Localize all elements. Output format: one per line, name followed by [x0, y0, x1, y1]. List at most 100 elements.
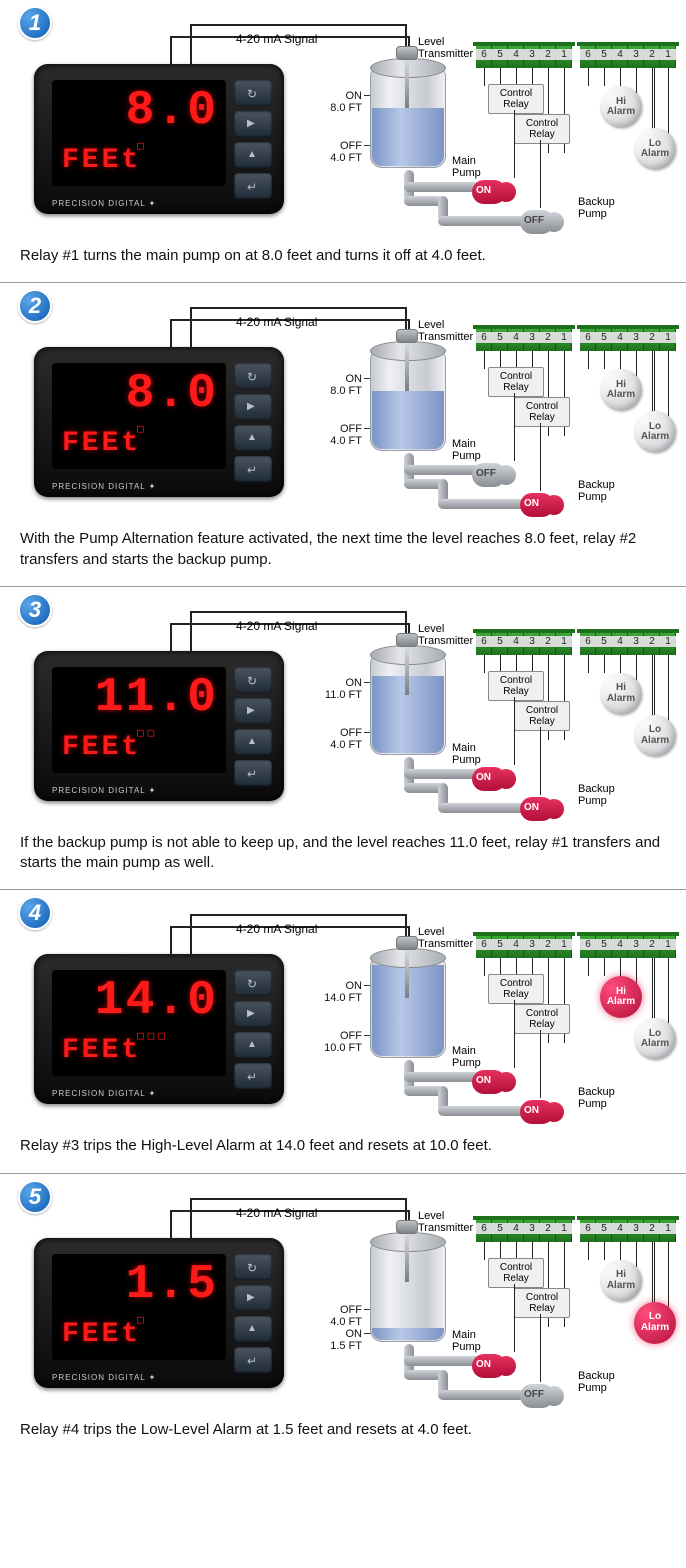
meter-screen: 14.0 FEEt □□□	[52, 970, 226, 1076]
terminal-cell: 3	[524, 329, 540, 351]
lo-alarm: LoAlarm	[634, 1018, 676, 1060]
digital-meter: 1.5 FEEt □ PRECISION DIGITAL ✦	[34, 1238, 284, 1388]
menu-button[interactable]	[234, 80, 272, 106]
relay-wire	[540, 423, 541, 491]
terminal-number: 3	[524, 939, 540, 950]
hi-alarm: HiAlarm	[600, 673, 642, 715]
terminal-wire	[484, 68, 485, 86]
terminal-number: 1	[556, 1223, 572, 1234]
terminal-cell: 2	[644, 329, 660, 351]
main-pump-state: ON	[476, 772, 491, 783]
pump-ring	[496, 182, 516, 202]
terminal-cell: 4	[508, 329, 524, 351]
terminal-block: 654321	[580, 633, 676, 655]
right-button[interactable]	[234, 1001, 272, 1027]
main-pump: ON	[472, 180, 520, 204]
control-relay-2: ControlRelay	[514, 701, 570, 731]
main-pump: ON	[472, 1354, 520, 1378]
terminal-cell: 4	[612, 936, 628, 958]
terminal-cell: 5	[492, 633, 508, 655]
terminal-number: 1	[556, 636, 572, 647]
pump-ring	[496, 1356, 516, 1376]
terminal-number: 6	[476, 939, 492, 950]
terminal-cell: 2	[644, 46, 660, 68]
lo-alarm: LoAlarm	[634, 128, 676, 170]
enter-button[interactable]	[234, 1063, 272, 1089]
terminal-cell: 1	[556, 633, 572, 655]
meter-reading: 8.0	[126, 367, 218, 421]
transmitter-cap	[396, 633, 418, 647]
transmitter-rod	[405, 647, 409, 695]
meter-reading: 1.5	[126, 1258, 218, 1312]
control-relay-2: ControlRelay	[514, 1288, 570, 1318]
relay-wire	[540, 1314, 541, 1382]
signal-wire	[408, 36, 410, 46]
right-button[interactable]	[234, 394, 272, 420]
caption: If the backup pump is not able to keep u…	[20, 827, 666, 878]
on-level-label: ON11.0 FT	[318, 677, 362, 701]
terminal-number: 6	[580, 332, 596, 343]
terminal-cell: 6	[476, 1220, 492, 1242]
terminal-block: 654321	[580, 329, 676, 351]
on-level-label: ON8.0 FT	[318, 90, 362, 114]
terminal-cell: 5	[596, 936, 612, 958]
signal-label: 4-20 mA Signal	[236, 1206, 317, 1220]
main-pump-label: MainPump	[452, 155, 481, 179]
right-button[interactable]	[234, 111, 272, 137]
menu-button[interactable]	[234, 1254, 272, 1280]
relay-wire	[514, 697, 515, 765]
terminal-number: 5	[492, 636, 508, 647]
menu-button[interactable]	[234, 970, 272, 996]
brand-label: PRECISION DIGITAL ✦	[52, 1089, 156, 1098]
meter-buttons	[234, 80, 274, 204]
up-button[interactable]	[234, 1316, 272, 1342]
pump-ring	[544, 799, 564, 819]
pump-ring	[544, 1102, 564, 1122]
control-relay-1: ControlRelay	[488, 671, 544, 701]
terminal-wire	[588, 1242, 589, 1260]
backup-pump: ON	[520, 493, 568, 517]
enter-button[interactable]	[234, 173, 272, 199]
backup-pump-state: ON	[524, 1105, 539, 1116]
caption: Relay #3 trips the High-Level Alarm at 1…	[20, 1130, 666, 1160]
relay-wire	[514, 110, 515, 178]
signal-label: 4-20 mA Signal	[236, 619, 317, 633]
backup-pump-body: ON	[520, 1100, 554, 1124]
terminal-cell: 6	[580, 633, 596, 655]
terminal-block: 654321	[476, 936, 572, 958]
signal-label: 4-20 mA Signal	[236, 32, 317, 46]
signal-wire	[190, 24, 405, 26]
right-button[interactable]	[234, 1285, 272, 1311]
main-pump: OFF	[472, 463, 520, 487]
up-button[interactable]	[234, 425, 272, 451]
terminal-number: 2	[644, 636, 660, 647]
transmitter-label: LevelTransmitter	[418, 926, 473, 950]
terminal-cell: 1	[556, 936, 572, 958]
meter-indicators: □□□	[137, 1029, 169, 1042]
signal-wire	[190, 914, 405, 916]
enter-button[interactable]	[234, 456, 272, 482]
meter-indicators: □□	[137, 726, 158, 739]
menu-button[interactable]	[234, 363, 272, 389]
up-button[interactable]	[234, 142, 272, 168]
transmitter-cap	[396, 1220, 418, 1234]
alarm-wire	[620, 655, 621, 673]
up-button[interactable]	[234, 729, 272, 755]
right-button[interactable]	[234, 698, 272, 724]
terminal-number: 3	[628, 332, 644, 343]
enter-button[interactable]	[234, 760, 272, 786]
level-transmitter	[396, 329, 418, 391]
terminal-number: 6	[580, 49, 596, 60]
alarm-wire	[620, 351, 621, 369]
up-button[interactable]	[234, 1032, 272, 1058]
brand-label: PRECISION DIGITAL ✦	[52, 199, 156, 208]
enter-button[interactable]	[234, 1347, 272, 1373]
terminal-cell: 5	[596, 46, 612, 68]
menu-button[interactable]	[234, 667, 272, 693]
control-relay-2: ControlRelay	[514, 114, 570, 144]
signal-wire	[405, 1198, 407, 1220]
terminal-cell: 2	[540, 936, 556, 958]
terminal-cell: 6	[476, 329, 492, 351]
terminal-cell: 3	[628, 46, 644, 68]
hi-alarm: HiAlarm	[600, 976, 642, 1018]
